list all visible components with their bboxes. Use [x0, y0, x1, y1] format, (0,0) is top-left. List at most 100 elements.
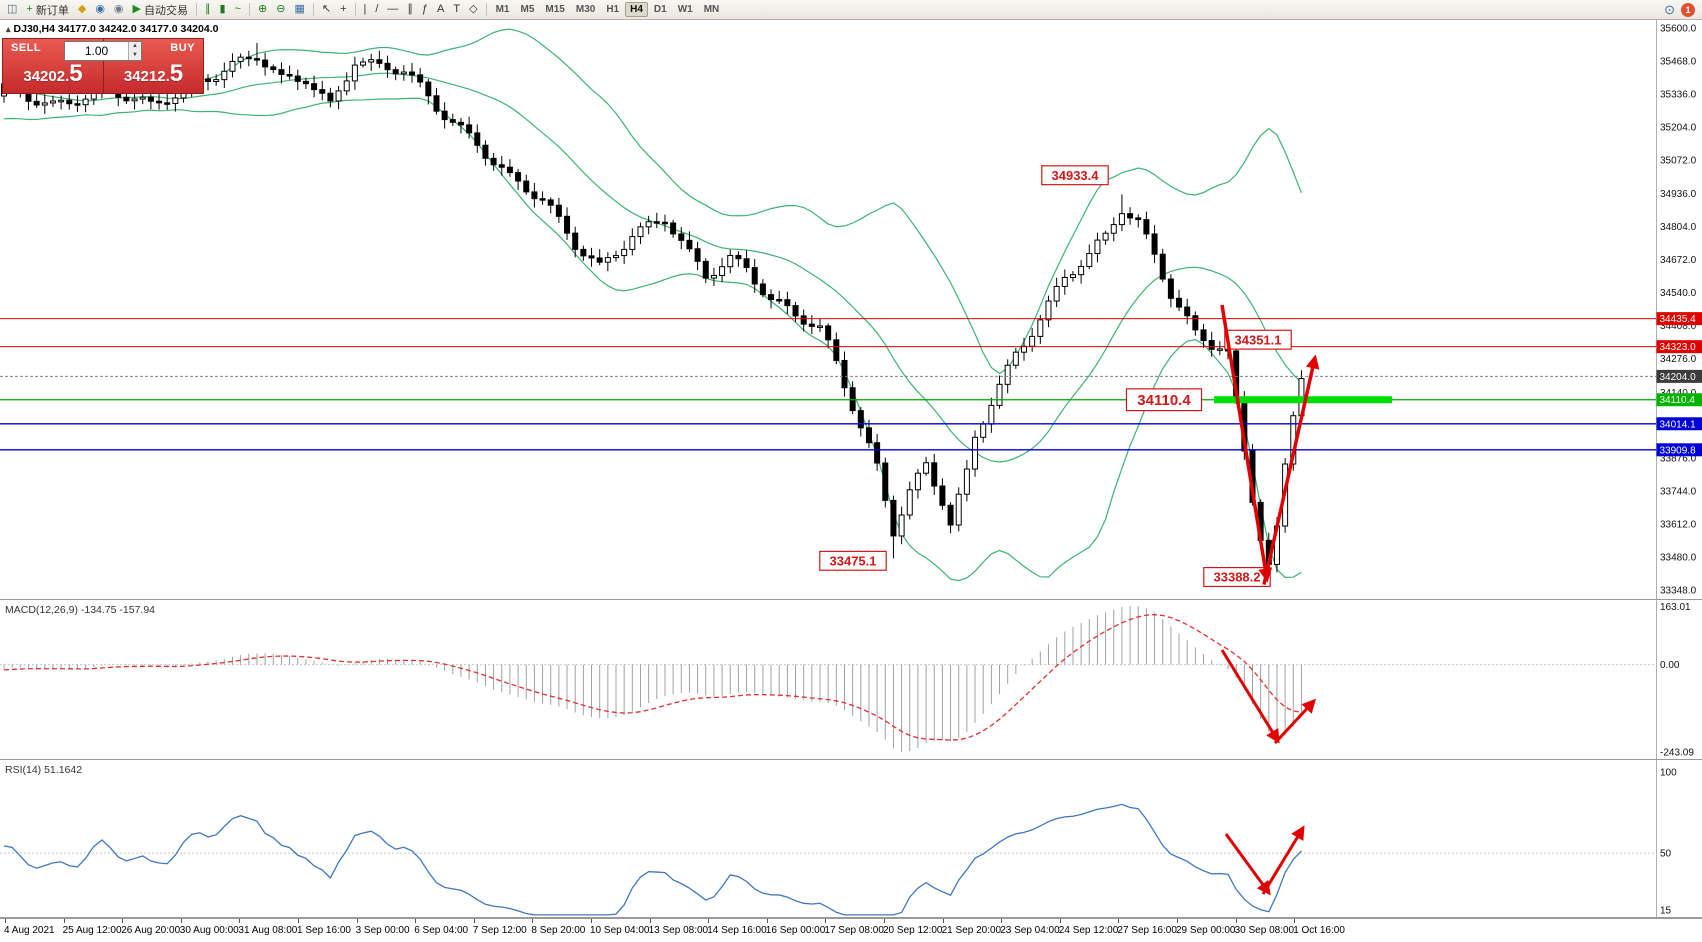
candle-body — [621, 248, 628, 257]
timeframe-h1-button[interactable]: H1 — [606, 4, 620, 15]
support-highlight-zone[interactable] — [1214, 396, 1392, 404]
channel-icon[interactable]: ∥ — [403, 1, 417, 18]
text-icon[interactable]: A — [433, 1, 448, 18]
drawn-arrow[interactable] — [1261, 825, 1305, 895]
candle-body — [817, 325, 823, 328]
label-icon[interactable]: T — [449, 1, 464, 18]
shapes-icon[interactable]: ◇ — [465, 1, 481, 18]
candle-body — [33, 100, 40, 106]
candle-body — [392, 69, 399, 75]
new-order-button[interactable]: + 新订单 — [22, 1, 72, 18]
candle-body — [874, 442, 881, 464]
vertical-line-icon[interactable]: | — [360, 1, 371, 18]
bar-chart-icon[interactable]: ∥ — [201, 1, 215, 18]
timeframe-m1-button[interactable]: M1 — [495, 4, 510, 15]
price-annotation-box[interactable] — [1125, 388, 1203, 412]
timeframe-m30-button[interactable]: M30 — [575, 4, 596, 15]
autotrading-icon: ▶ — [132, 3, 141, 15]
sell-label: SELL — [11, 42, 42, 54]
time-axis-tick — [239, 919, 241, 923]
price-annotation-box[interactable] — [1041, 165, 1109, 186]
trendline-icon[interactable]: / — [371, 1, 382, 18]
drawn-arrow[interactable] — [1220, 304, 1273, 583]
candle-body — [205, 78, 211, 83]
price-annotation-box[interactable] — [819, 550, 887, 571]
candle-body — [417, 74, 424, 83]
candle-body — [58, 99, 65, 103]
rsi-axis-label: 15 — [1660, 906, 1672, 917]
price-chart-canvas[interactable]: 34933.4 34351.1 34110.4 33475.1 33388.2 35600… — [0, 20, 1702, 600]
candle-body — [914, 472, 921, 491]
timeframe-h4-button[interactable]: H4 — [625, 2, 648, 17]
timeframe-m5-button[interactable]: M5 — [520, 4, 535, 15]
candle-body — [963, 468, 970, 495]
candle-body — [1069, 274, 1076, 278]
time-axis-label: 13 Sep 08:00 — [648, 925, 709, 936]
candle-body — [327, 92, 334, 102]
macd-axis-label: 0.00 — [1660, 660, 1680, 671]
cursor-icon[interactable]: ↖ — [318, 1, 335, 18]
candle-body — [1167, 278, 1174, 299]
drawn-arrow[interactable] — [1273, 698, 1317, 745]
candle-body — [800, 315, 807, 325]
timeframe-w1-button[interactable]: W1 — [677, 4, 693, 15]
candle-body — [1176, 297, 1183, 308]
candle-body — [1004, 364, 1011, 385]
zoom-out-icon[interactable]: ⊖ — [272, 1, 289, 18]
time-axis-tick — [1118, 919, 1120, 923]
price-axis-label: 35468.0 — [1660, 56, 1697, 67]
autotrading-button-label: 自动交易 — [144, 4, 188, 17]
account-badge[interactable]: 1 — [1681, 2, 1695, 17]
candle-body — [1012, 351, 1019, 366]
metaeditor-icon[interactable]: ◆ — [74, 1, 90, 18]
price-axis-label: 35072.0 — [1660, 155, 1697, 166]
time-axis-label: 30 Aug 00:00 — [179, 925, 239, 936]
candle-body — [384, 62, 391, 71]
fibonacci-icon[interactable]: ƒ — [418, 1, 432, 18]
market-watch-icon[interactable]: ◉ — [91, 1, 109, 18]
tile-windows-icon[interactable]: ▦ — [290, 1, 308, 18]
price-badge-text: 34204.0 — [1660, 372, 1697, 383]
timeframe-m15-button[interactable]: M15 — [545, 4, 565, 15]
time-axis[interactable]: 4 Aug 2021 25 Aug 12:00 26 Aug 20:00 30 Aug… — [0, 918, 1702, 942]
candle-body — [678, 233, 685, 241]
zoom-in-icon[interactable]: ⊕ — [254, 1, 271, 18]
search-icon[interactable]: ⊙ — [1664, 2, 1675, 17]
candle-body — [1094, 239, 1101, 255]
rsi-canvas[interactable]: 100 50 15 — [0, 760, 1702, 918]
time-axis-tick — [1059, 919, 1061, 923]
time-axis-tick — [1177, 919, 1178, 923]
drawn-arrow[interactable] — [1262, 354, 1320, 585]
price-annotation-box[interactable] — [1224, 329, 1292, 350]
candle-chart-icon[interactable]: ▮ — [216, 1, 230, 18]
time-axis-label: 4 Aug 2021 — [4, 925, 55, 936]
candle-body — [661, 221, 668, 225]
macd-canvas[interactable]: 163.01 0.00 -243.09 — [0, 600, 1702, 760]
navigator-icon[interactable]: ◉ — [110, 1, 128, 18]
volume-up-button[interactable]: ▲ — [129, 42, 141, 51]
crosshair-icon[interactable]: + — [336, 1, 350, 18]
candle-body — [466, 124, 473, 134]
candle-body — [751, 267, 758, 285]
drawn-arrow[interactable] — [1224, 833, 1271, 896]
new-chart-icon[interactable]: ◫ — [3, 1, 21, 18]
timeframe-d1-button[interactable]: D1 — [653, 4, 667, 15]
candle-body — [74, 103, 81, 106]
horizontal-line-icon[interactable]: — — [383, 1, 402, 18]
price-axis-label: 33480.0 — [1660, 553, 1697, 564]
candle-body — [931, 462, 938, 487]
autotrading-button[interactable]: ▶ 自动交易 — [129, 1, 192, 18]
volume-input[interactable]: 1.00 — [84, 44, 109, 58]
rsi-axis-label: 100 — [1660, 768, 1677, 779]
candle-body — [237, 56, 244, 62]
candle-body — [1216, 348, 1223, 351]
macd-signal-line — [3, 613, 1302, 741]
sell-price: 34202.5 — [23, 60, 83, 87]
volume-down-button[interactable]: ▼ — [129, 51, 141, 60]
candle-body — [833, 339, 840, 361]
candle-body — [857, 410, 864, 429]
price-badge — [1656, 312, 1702, 326]
line-chart-icon[interactable]: ~ — [231, 1, 245, 18]
timeframe-mn-button[interactable]: MN — [703, 4, 720, 15]
drawn-arrow[interactable] — [1220, 649, 1280, 744]
